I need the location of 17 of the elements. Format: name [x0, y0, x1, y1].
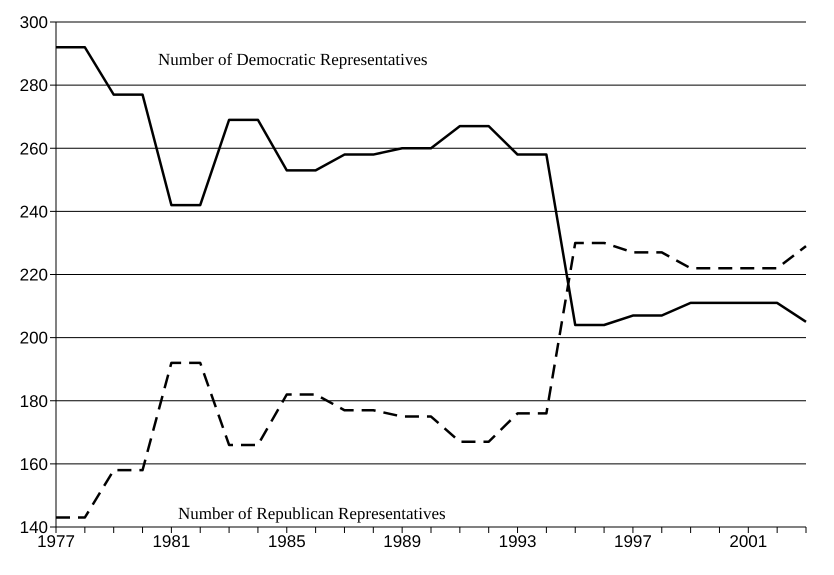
x-tick-label: 1989 — [383, 532, 422, 552]
y-tick-label: 180 — [20, 392, 48, 411]
y-tick-label: 220 — [20, 266, 48, 285]
x-tick-label: 2001 — [729, 532, 768, 552]
y-tick-label: 280 — [20, 76, 48, 96]
y-tick-label: 160 — [20, 454, 48, 474]
x-tick-label: 1985 — [268, 532, 306, 552]
annotation: Number of Democratic Representatives — [158, 50, 428, 70]
y-tick-label: 300 — [20, 13, 48, 32]
annotation: Number of Republican Representatives — [178, 504, 446, 524]
y-tick-label: 260 — [20, 139, 48, 158]
x-tick-label: 1981 — [152, 532, 190, 552]
y-tick-label: 200 — [20, 328, 48, 348]
y-tick-label: 240 — [20, 202, 48, 222]
x-tick-label: 1977 — [37, 532, 75, 552]
x-tick-label: 1997 — [614, 532, 652, 552]
x-tick-label: 1993 — [498, 532, 536, 552]
